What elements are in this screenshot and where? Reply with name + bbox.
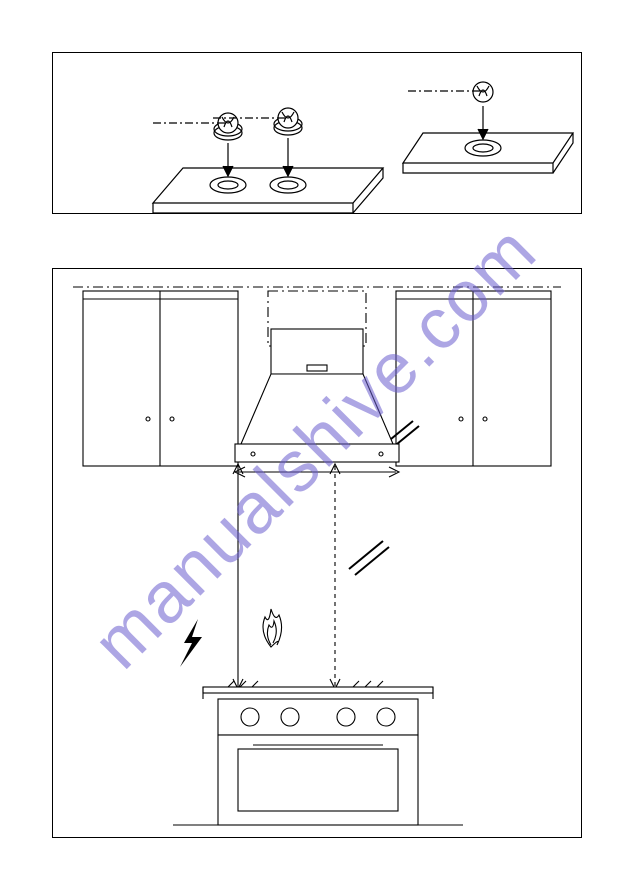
flame-icon xyxy=(263,609,282,647)
manual-page: manualshive.com xyxy=(0,0,629,893)
figure-bottom-hood-install xyxy=(52,268,582,838)
figure-top-svg xyxy=(53,53,581,213)
figure-top-knob-install xyxy=(52,52,582,214)
figure-bottom-svg xyxy=(53,269,581,837)
lightning-bolt-icon xyxy=(180,619,202,667)
